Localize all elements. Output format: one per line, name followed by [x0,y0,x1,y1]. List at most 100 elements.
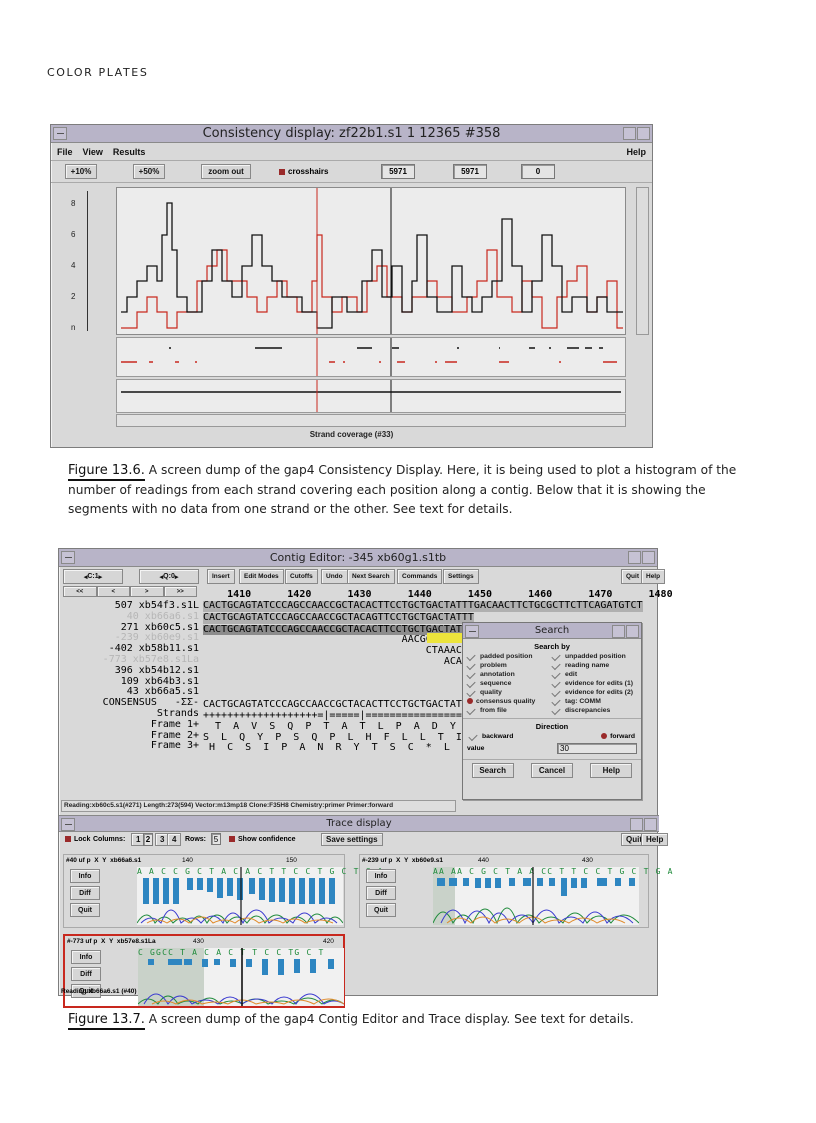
strand-coverage-plot[interactable] [116,187,626,335]
save-settings-button[interactable]: Save settings [321,833,383,846]
next-search-button[interactable]: Next Search [347,569,395,584]
reading-name[interactable]: 396 xb54b12.s1 [114,664,199,676]
window-menu-icon[interactable] [61,818,75,831]
c-spinner[interactable]: ◂ C: 1 ▸ [63,569,123,584]
diff-button[interactable]: Diff [71,967,101,981]
option-reading-name[interactable]: reading name [551,660,637,670]
nav-first-button[interactable]: << [63,586,97,597]
window-menu-icon[interactable] [61,551,75,564]
quit-button[interactable]: Quit [366,903,396,917]
menu-help[interactable]: Help [626,146,646,157]
option-tag-comm[interactable]: tag: COMM [551,696,637,706]
column-4-button[interactable]: 4 [167,833,182,846]
minimize-icon[interactable] [612,625,625,638]
option-edit[interactable]: edit [551,669,637,679]
quit-button[interactable]: Quit [70,903,100,917]
quit-button[interactable]: Quit [71,984,101,998]
help-button[interactable]: Help [641,569,666,584]
nav-next-button[interactable]: > [130,586,164,597]
menu-view[interactable]: View [82,146,103,157]
window-menu-icon[interactable] [465,625,479,638]
info-button[interactable]: Info [366,869,396,883]
show-confidence-toggle[interactable]: Show confidence [229,836,296,843]
value-input[interactable]: 30 [557,743,637,754]
maximize-icon[interactable] [637,127,650,140]
insert-toggle[interactable]: Insert [207,569,235,584]
search-titlebar[interactable]: Search [463,623,641,639]
rows-input[interactable]: 5 [211,833,221,845]
option-annotation[interactable]: annotation [466,669,552,679]
window-menu-icon[interactable] [53,127,67,140]
menu-file[interactable]: File [57,146,73,157]
reading-name[interactable]: 40 xb66a6.s1 [120,610,199,622]
option-evidence-1[interactable]: evidence for edits (1) [551,678,637,688]
q-label: Q: [163,573,171,580]
diff-button[interactable]: Diff [366,886,396,900]
option-discrepancies[interactable]: discrepancies [551,705,637,715]
crosshairs-toggle[interactable]: crosshairs [279,167,328,176]
reading-name[interactable]: -239 xb60e9.s1 [114,632,199,644]
reading-sequence[interactable]: CACTGCAGTATCCCAGCCAACCGCTACACTTCCTGCTGAC… [203,601,643,612]
consistency-titlebar[interactable]: Consistency display: zf22b1.s1 1 12365 #… [51,125,652,143]
reading-sequence[interactable]: CACTGCAGTATCCCAGCCAACCGCTACAGTTCCTGCTGAC… [203,611,474,624]
column-2-button[interactable]: 2 [143,833,153,846]
cancel-button[interactable]: Cancel [530,763,573,778]
info-button[interactable]: Info [70,869,100,883]
reading-name[interactable]: 507 xb54f3.s1L [114,600,199,611]
trace-pos: 150 [286,857,297,864]
lock-toggle[interactable]: Lock [65,836,90,843]
reading-sequence[interactable]: CACTGCAGTATCCCAGCCAACCGCTACACTTCCTGCTGAC… [203,623,474,636]
commands-button[interactable]: Commands [397,569,443,584]
menu-results[interactable]: Results [112,146,146,157]
direction-forward[interactable]: forward [601,733,635,740]
option-sequence[interactable]: sequence [466,678,552,688]
radio-selected-icon [467,698,473,705]
q-spinner[interactable]: ◂ Q: 0 ▸ [139,569,199,584]
position-field-1[interactable]: 5971 [381,164,415,179]
trace-canvas[interactable]: A A C C G C T A C A C T T C C T G C T G … [136,867,382,925]
info-button[interactable]: Info [71,950,101,964]
position-field-2[interactable]: 5971 [453,164,487,179]
vertical-scrollbar[interactable] [636,187,649,335]
option-padded-position[interactable]: padded position [466,651,552,661]
position-field-3[interactable]: 0 [521,164,555,179]
trace-panel-header: #40 uf p X Y xb66a6.s1 140 150 [66,857,297,864]
reading-name[interactable]: 271 xb60c5.s1 [120,621,199,633]
minimize-icon[interactable] [630,818,643,831]
nav-prev-button[interactable]: < [96,586,130,597]
undo-button[interactable]: Undo [321,569,348,584]
zoom-out-button[interactable]: zoom out [201,164,251,179]
consistency-toolbar: +10% +50% zoom out crosshairs 5971 5971 … [51,161,652,183]
trace-help-button[interactable]: Help [641,833,669,846]
trace-titlebar[interactable]: Trace display [59,816,659,832]
option-unpadded-position[interactable]: unpadded position [551,651,637,661]
help-button[interactable]: Help [590,763,633,778]
reading-name[interactable]: 43 xb66a5.s1 [120,686,199,698]
horizontal-scrollbar[interactable] [116,414,626,427]
reading-name[interactable]: -773 xb57e8.s1La [102,653,199,665]
option-from-file[interactable]: from file [466,705,552,715]
zoom-50-button[interactable]: +50% [133,164,165,179]
direction-backward[interactable]: backward [468,731,513,741]
zoom-10-button[interactable]: +10% [65,164,97,179]
minimize-icon[interactable] [623,127,636,140]
reading-name[interactable]: 109 xb64b3.s1 [120,675,199,687]
settings-button[interactable]: Settings [443,569,479,584]
option-consensus-quality[interactable]: consensus quality [467,698,552,705]
contig-titlebar[interactable]: Contig Editor: -345 xb60g1.s1tb [59,549,657,567]
maximize-icon[interactable] [626,625,639,638]
trace-canvas[interactable]: C GGCC T A C A C T T C C TG C T [138,948,344,1006]
minimize-icon[interactable] [628,551,641,564]
edit-modes-button[interactable]: Edit Modes [239,569,284,584]
option-quality[interactable]: quality [466,687,552,697]
maximize-icon[interactable] [644,818,657,831]
cutoffs-toggle[interactable]: Cutoffs [285,569,318,584]
maximize-icon[interactable] [642,551,655,564]
reading-name[interactable]: -402 xb58b11.s1 [108,643,199,655]
diff-button[interactable]: Diff [70,886,100,900]
option-evidence-2[interactable]: evidence for edits (2) [551,687,637,697]
option-problem[interactable]: problem [466,660,552,670]
trace-canvas[interactable]: AA AA C G C T A A CC T T C C T G C T G A [433,867,672,925]
nav-last-button[interactable]: >> [163,586,197,597]
search-button[interactable]: Search [471,763,514,778]
